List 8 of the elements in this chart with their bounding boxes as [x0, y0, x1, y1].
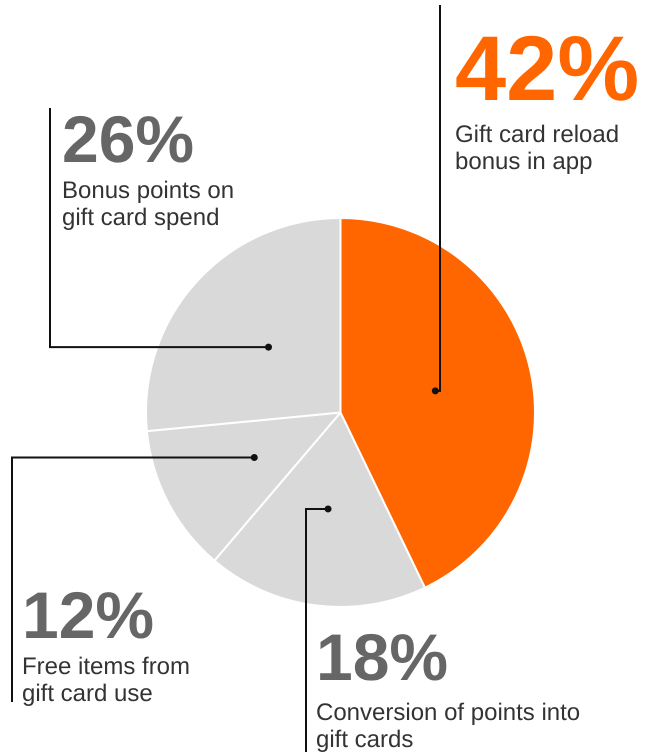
data-label: 26%	[62, 102, 194, 176]
slice-label: Free items from gift card use	[22, 653, 190, 707]
slice-label: Conversion of points into gift cards	[316, 699, 580, 753]
slice-label: Gift card reload bonus in app	[455, 121, 620, 175]
data-label: 42%	[455, 18, 640, 120]
data-label: 18%	[316, 620, 448, 694]
data-label: 12%	[22, 578, 154, 652]
slice-label: Bonus points on gift card spend	[62, 177, 234, 231]
